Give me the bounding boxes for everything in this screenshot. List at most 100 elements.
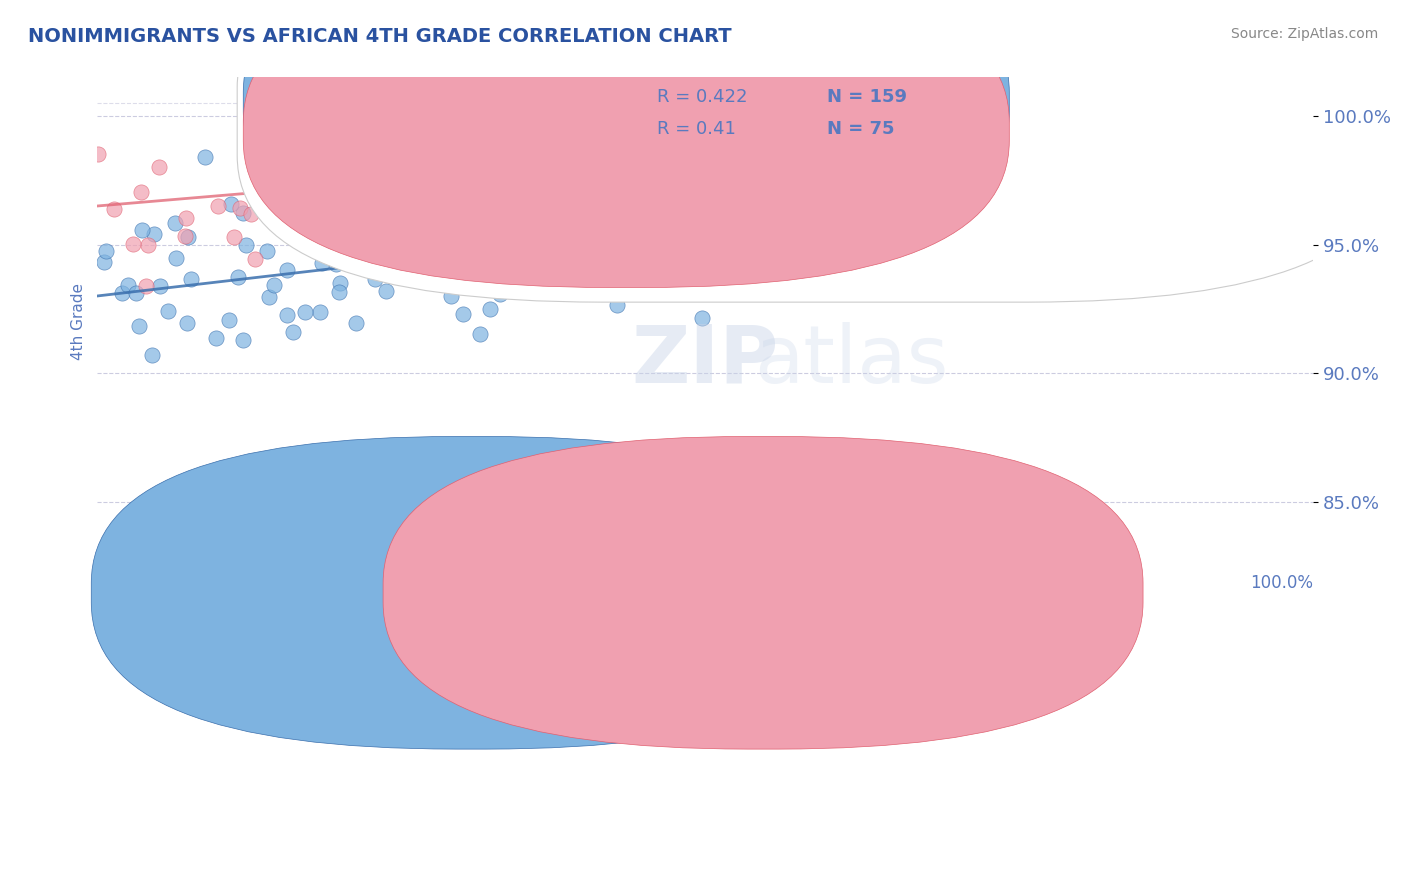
Nonimmigrants — [235, 237, 257, 252]
Nonimmigrants — [141, 348, 163, 362]
Text: N = 159: N = 159 — [827, 88, 907, 106]
Text: ZIP: ZIP — [631, 322, 779, 400]
Africans — [436, 95, 458, 110]
Text: R = 0.41: R = 0.41 — [657, 120, 735, 137]
Nonimmigrants — [364, 185, 387, 199]
Nonimmigrants — [276, 263, 298, 277]
Nonimmigrants — [593, 212, 616, 227]
Nonimmigrants — [142, 227, 165, 242]
Nonimmigrants — [751, 252, 773, 266]
Nonimmigrants — [1171, 114, 1194, 128]
Africans — [718, 154, 741, 169]
Nonimmigrants — [131, 222, 153, 236]
FancyBboxPatch shape — [243, 0, 1010, 258]
Nonimmigrants — [1069, 96, 1091, 111]
Africans — [322, 169, 344, 183]
Nonimmigrants — [1268, 194, 1291, 209]
Nonimmigrants — [682, 217, 704, 231]
Africans — [330, 134, 353, 148]
Nonimmigrants — [328, 285, 350, 299]
Nonimmigrants — [973, 104, 995, 119]
Nonimmigrants — [156, 303, 179, 318]
Nonimmigrants — [93, 255, 115, 269]
Nonimmigrants — [711, 226, 734, 240]
Africans — [582, 210, 605, 224]
Nonimmigrants — [128, 318, 150, 333]
Nonimmigrants — [904, 282, 927, 296]
Africans — [588, 210, 610, 224]
Africans — [551, 167, 574, 181]
Africans — [740, 177, 762, 191]
Africans — [405, 198, 427, 212]
Nonimmigrants — [124, 286, 146, 301]
Africans — [292, 189, 315, 203]
Nonimmigrants — [416, 205, 439, 219]
Nonimmigrants — [1029, 215, 1052, 229]
Text: R = 0.422: R = 0.422 — [657, 88, 747, 106]
Nonimmigrants — [747, 178, 769, 192]
Nonimmigrants — [232, 205, 254, 219]
Africans — [389, 220, 412, 235]
Nonimmigrants — [1062, 139, 1084, 153]
Africans — [278, 143, 301, 157]
Text: atlas: atlas — [754, 322, 949, 400]
Nonimmigrants — [218, 313, 240, 327]
Nonimmigrants — [496, 156, 519, 170]
Nonimmigrants — [817, 125, 839, 139]
Nonimmigrants — [307, 238, 329, 252]
Nonimmigrants — [612, 245, 634, 260]
Africans — [380, 224, 402, 238]
Nonimmigrants — [165, 251, 187, 265]
Africans — [446, 188, 468, 202]
Africans — [87, 146, 110, 161]
Nonimmigrants — [769, 164, 792, 178]
Africans — [721, 128, 744, 142]
Nonimmigrants — [314, 242, 336, 256]
Nonimmigrants — [813, 148, 835, 162]
Nonimmigrants — [946, 160, 969, 174]
Africans — [567, 178, 589, 193]
Nonimmigrants — [891, 136, 914, 151]
Africans — [543, 151, 565, 165]
Nonimmigrants — [1241, 96, 1264, 111]
Nonimmigrants — [1285, 120, 1308, 134]
Nonimmigrants — [717, 227, 740, 241]
FancyBboxPatch shape — [238, 0, 1392, 302]
Nonimmigrants — [149, 279, 172, 293]
Africans — [533, 130, 555, 145]
Africans — [470, 180, 492, 194]
Nonimmigrants — [1024, 169, 1046, 184]
Africans — [266, 158, 288, 172]
Nonimmigrants — [472, 279, 495, 293]
Nonimmigrants — [1069, 195, 1091, 210]
Text: N = 75: N = 75 — [827, 120, 894, 137]
Nonimmigrants — [205, 331, 228, 345]
Nonimmigrants — [440, 289, 463, 303]
Nonimmigrants — [94, 244, 117, 259]
Africans — [271, 201, 294, 215]
Africans — [415, 263, 437, 277]
Africans — [388, 149, 411, 163]
Africans — [399, 151, 422, 165]
Africans — [371, 156, 394, 170]
Nonimmigrants — [1063, 175, 1085, 189]
Nonimmigrants — [558, 278, 581, 293]
Text: NONIMMIGRANTS VS AFRICAN 4TH GRADE CORRELATION CHART: NONIMMIGRANTS VS AFRICAN 4TH GRADE CORRE… — [28, 27, 731, 45]
Africans — [364, 167, 387, 181]
Africans — [335, 176, 357, 190]
Africans — [582, 205, 605, 219]
Nonimmigrants — [456, 217, 478, 231]
Africans — [131, 186, 153, 200]
Nonimmigrants — [707, 158, 730, 172]
Nonimmigrants — [1175, 239, 1198, 253]
Nonimmigrants — [1012, 122, 1035, 136]
Nonimmigrants — [856, 136, 879, 151]
Nonimmigrants — [1081, 159, 1104, 173]
Africans — [420, 146, 443, 161]
Nonimmigrants — [541, 273, 564, 287]
FancyBboxPatch shape — [382, 436, 1143, 749]
Nonimmigrants — [276, 308, 298, 322]
Africans — [695, 124, 717, 138]
Nonimmigrants — [1260, 142, 1282, 156]
FancyBboxPatch shape — [243, 0, 1010, 287]
